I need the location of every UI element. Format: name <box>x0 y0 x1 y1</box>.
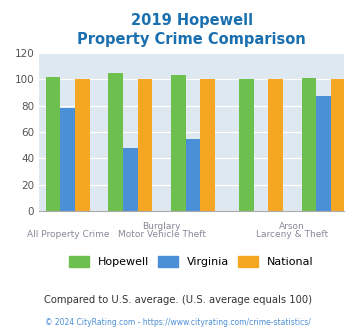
Text: Motor Vehicle Theft: Motor Vehicle Theft <box>118 230 206 239</box>
Title: 2019 Hopewell
Property Crime Comparison: 2019 Hopewell Property Crime Comparison <box>77 13 306 48</box>
Bar <box>316 96 331 211</box>
Bar <box>268 79 283 211</box>
Bar <box>171 75 186 211</box>
Bar <box>123 148 138 211</box>
Legend: Hopewell, Virginia, National: Hopewell, Virginia, National <box>65 251 318 272</box>
Bar <box>109 73 123 211</box>
Bar <box>301 78 316 211</box>
Text: All Property Crime: All Property Crime <box>27 230 109 239</box>
Text: Arson: Arson <box>279 222 305 231</box>
Bar <box>75 79 90 211</box>
Bar <box>200 79 215 211</box>
Bar <box>46 77 60 211</box>
Bar <box>186 139 200 211</box>
Bar <box>60 108 75 211</box>
Text: Larceny & Theft: Larceny & Theft <box>256 230 328 239</box>
Text: © 2024 CityRating.com - https://www.cityrating.com/crime-statistics/: © 2024 CityRating.com - https://www.city… <box>45 318 310 327</box>
Bar <box>331 79 345 211</box>
Bar <box>138 79 152 211</box>
Text: Compared to U.S. average. (U.S. average equals 100): Compared to U.S. average. (U.S. average … <box>44 295 311 305</box>
Bar <box>239 79 253 211</box>
Text: Burglary: Burglary <box>142 222 181 231</box>
